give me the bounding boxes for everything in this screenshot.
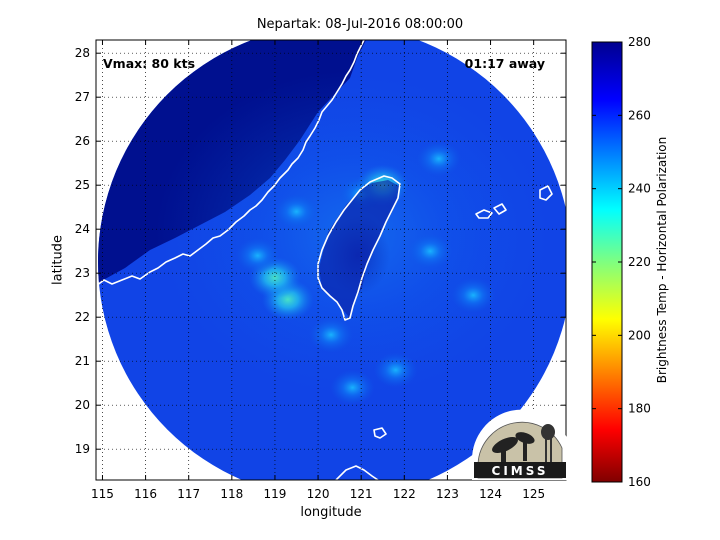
coastline-islet-4 — [373, 427, 387, 439]
colorbar-tick-label: 220 — [628, 255, 651, 269]
coastline-islet-2 — [493, 203, 507, 215]
coastline-islet-1 — [475, 209, 493, 219]
y-tick-label: 24 — [75, 222, 90, 236]
axes-frame — [95, 39, 567, 481]
x-tick-label: 116 — [134, 487, 157, 501]
colorbar-tick-label: 200 — [628, 328, 651, 342]
coastline-taiwan — [317, 175, 401, 321]
y-tick-label: 28 — [75, 46, 90, 60]
plot-area — [96, 40, 566, 480]
x-axis-label: longitude — [300, 505, 362, 520]
warm-feature — [451, 277, 496, 313]
x-tick-label: 124 — [479, 487, 502, 501]
time-away-label: 01:17 away — [465, 56, 545, 71]
logo-text: CIMSS — [492, 464, 549, 478]
x-tick-label: 119 — [263, 487, 286, 501]
coastline-luzon — [335, 465, 379, 480]
x-tick-label: 123 — [436, 487, 459, 501]
colorbar-tick-label: 280 — [628, 35, 651, 49]
x-tick-label: 125 — [522, 487, 545, 501]
warm-feature — [309, 317, 353, 353]
colorbar-ticks: 160 180 200 220 240 260 280 — [592, 35, 651, 489]
y-tick-label: 22 — [75, 310, 90, 324]
y-tick-label: 20 — [75, 398, 90, 412]
gridlines — [96, 40, 566, 480]
coastlines — [96, 40, 553, 480]
colorbar — [591, 41, 623, 483]
x-tick-label: 118 — [220, 487, 243, 501]
y-tick-label: 23 — [75, 266, 90, 280]
warm-feature — [235, 238, 280, 274]
x-tick-label: 120 — [307, 487, 330, 501]
y-tick-label: 19 — [75, 442, 90, 456]
brightness-temperature-field — [98, 40, 555, 406]
y-tick-label: 27 — [75, 90, 90, 104]
y-axis-label: latitude — [50, 235, 66, 285]
x-tick-label: 115 — [91, 487, 114, 501]
warm-feature — [274, 194, 319, 230]
y-tick-label: 25 — [75, 178, 90, 192]
x-axis-ticks: 115 116 117 118 119 120 121 122 123 124 125 — [91, 40, 545, 501]
colorbar-label: Brightness Temp - Horizontal Polarizatio… — [655, 136, 669, 384]
x-tick-label: 121 — [350, 487, 373, 501]
y-axis-ticks: 19 20 21 22 23 24 25 26 27 28 — [75, 46, 566, 456]
warm-feature — [416, 141, 461, 177]
x-tick-label: 122 — [393, 487, 416, 501]
warm-feature — [408, 233, 453, 269]
warm-feature — [330, 370, 375, 406]
colorbar-tick-label: 160 — [628, 475, 651, 489]
map-title: Nepartak: 08-Jul-2016 08:00:00 — [256, 17, 464, 32]
cimss-logo: CIMSS — [471, 409, 568, 480]
vmax-label: Vmax: 80 kts — [103, 56, 195, 71]
coastline-islet-3 — [539, 185, 553, 201]
coastline-mainland — [96, 40, 365, 287]
x-tick-label: 117 — [177, 487, 200, 501]
y-tick-label: 21 — [75, 354, 90, 368]
y-tick-label: 26 — [75, 134, 90, 148]
colorbar-tick-label: 260 — [628, 108, 651, 122]
warm-feature — [373, 352, 418, 388]
colorbar-tick-label: 240 — [628, 182, 651, 196]
colorbar-tick-label: 180 — [628, 402, 651, 416]
